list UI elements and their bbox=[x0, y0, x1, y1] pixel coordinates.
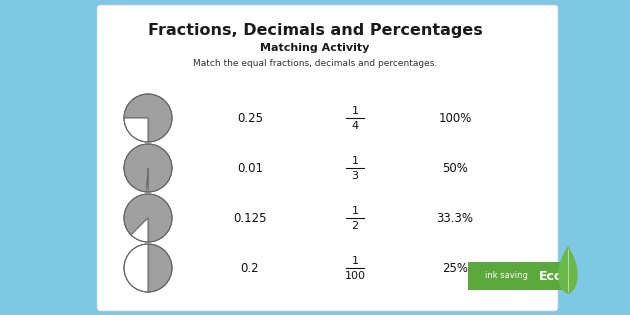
Text: 1: 1 bbox=[352, 106, 358, 116]
Text: 25%: 25% bbox=[442, 261, 468, 274]
Text: Fractions, Decimals and Percentages: Fractions, Decimals and Percentages bbox=[147, 22, 483, 37]
Text: Match the equal fractions, decimals and percentages.: Match the equal fractions, decimals and … bbox=[193, 59, 437, 67]
Text: 100%: 100% bbox=[438, 112, 472, 124]
Text: 0.2: 0.2 bbox=[241, 261, 260, 274]
Circle shape bbox=[124, 244, 172, 292]
PathPatch shape bbox=[558, 246, 578, 294]
Wedge shape bbox=[124, 94, 172, 142]
Wedge shape bbox=[124, 118, 148, 142]
Text: ink saving: ink saving bbox=[484, 272, 527, 280]
Circle shape bbox=[124, 94, 172, 142]
Text: 4: 4 bbox=[352, 121, 358, 131]
Wedge shape bbox=[124, 144, 172, 192]
Circle shape bbox=[124, 144, 172, 192]
FancyBboxPatch shape bbox=[97, 5, 558, 311]
Text: 33.3%: 33.3% bbox=[437, 211, 474, 225]
Wedge shape bbox=[131, 218, 148, 242]
FancyBboxPatch shape bbox=[468, 262, 573, 290]
Text: Eco: Eco bbox=[539, 270, 563, 283]
Text: 0.125: 0.125 bbox=[233, 211, 266, 225]
Text: 0.25: 0.25 bbox=[237, 112, 263, 124]
Text: 2: 2 bbox=[352, 221, 358, 231]
Text: 0.01: 0.01 bbox=[237, 162, 263, 175]
Text: 1: 1 bbox=[352, 206, 358, 216]
Text: 1: 1 bbox=[352, 156, 358, 166]
Text: 3: 3 bbox=[352, 171, 358, 181]
Wedge shape bbox=[147, 168, 148, 192]
Wedge shape bbox=[124, 244, 148, 292]
Text: 100: 100 bbox=[345, 271, 365, 281]
Wedge shape bbox=[148, 244, 172, 292]
Wedge shape bbox=[124, 194, 172, 242]
Text: 50%: 50% bbox=[442, 162, 468, 175]
Circle shape bbox=[124, 194, 172, 242]
Text: Matching Activity: Matching Activity bbox=[260, 43, 370, 53]
Text: 1: 1 bbox=[352, 256, 358, 266]
